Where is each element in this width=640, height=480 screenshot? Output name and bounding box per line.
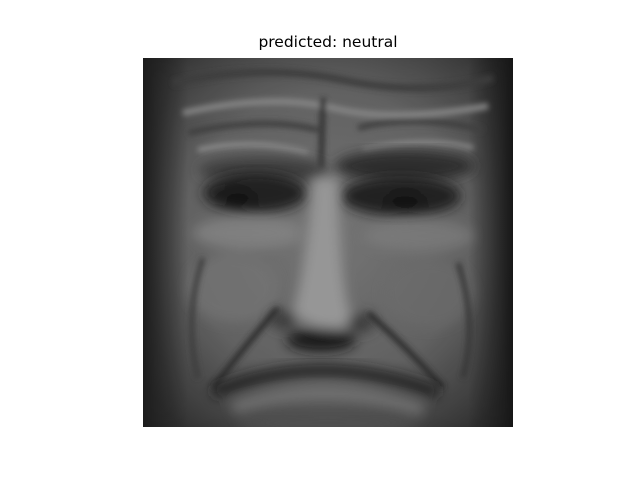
face-image — [143, 58, 513, 427]
blur-overlay — [143, 58, 513, 427]
plot-title: predicted: neutral — [258, 33, 398, 51]
face-image-svg — [143, 58, 513, 427]
